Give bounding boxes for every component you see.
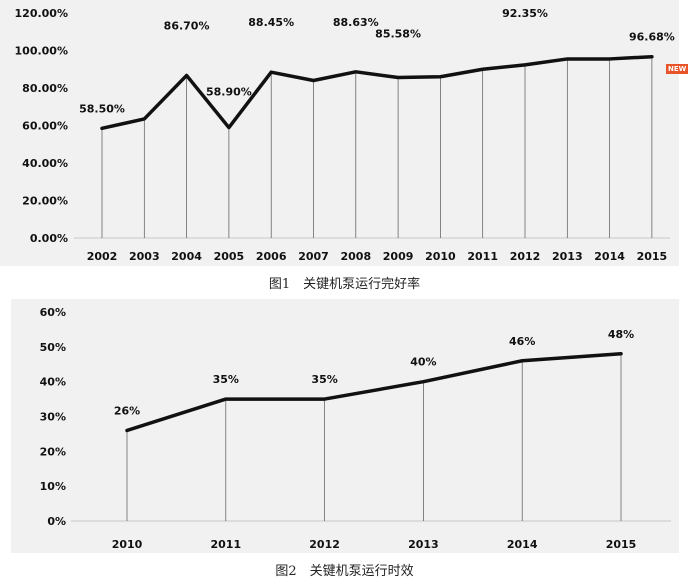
chart-1-x-tick-label: 2004	[171, 250, 202, 263]
chart-2-data-label: 40%	[410, 356, 436, 369]
chart-1-x-tick-label: 2015	[637, 250, 668, 263]
chart-1-y-tick-label: 60.00%	[22, 120, 68, 133]
chart-2-y-tick-label: 30%	[40, 411, 66, 424]
chart-1-panel: 0.00% 20.00% 40.00% 60.00% 80.00% 100.00% 120.…	[0, 0, 679, 266]
chart-2-data-label: 35%	[311, 373, 337, 386]
chart-2-y-tick-label: 10%	[40, 480, 66, 493]
chart-2-data-label: 35%	[213, 373, 239, 386]
chart-1-x-tick-label: 2013	[552, 250, 583, 263]
chart-1-y-tick-label: 20.00%	[22, 195, 68, 208]
chart-1-data-label: 86.70%	[164, 19, 210, 32]
chart-2-x-tick-label: 2010	[112, 538, 143, 551]
chart-1-x-tick-label: 2012	[510, 250, 541, 263]
chart-1-data-label: 96.68%	[629, 31, 675, 44]
chart-2-series-line	[125, 352, 623, 433]
chart-1-data-label: 58.50%	[79, 102, 125, 115]
chart-1-series-line	[100, 54, 654, 131]
chart-1-x-tick-label: 2005	[214, 250, 245, 263]
chart-2-data-label: 46%	[509, 335, 535, 348]
chart-2-y-tick-label: 0%	[47, 515, 66, 528]
chart-1-svg: 0.00% 20.00% 40.00% 60.00% 80.00% 100.00% 120.…	[15, 7, 675, 263]
chart-1-x-tick-label: 2007	[298, 250, 329, 263]
chart-1-y-tick-label: 100.00%	[15, 45, 68, 58]
chart-2-x-tick-label: 2012	[309, 538, 340, 551]
chart-2-data-label: 48%	[608, 328, 634, 341]
chart-1-data-label: 88.45%	[248, 16, 294, 29]
chart-1-x-tick-label: 2014	[594, 250, 625, 263]
chart-2-y-tick-label: 50%	[40, 341, 66, 354]
chart-1-caption: 图1 关键机泵运行完好率	[268, 277, 421, 292]
chart-1-data-label: 58.90%	[206, 86, 252, 99]
chart-2-svg: 0% 10% 20% 30% 40% 50% 60% 2010 2011 2012 2013 2014…	[40, 306, 671, 551]
chart-2-x-tick-label: 2011	[210, 538, 241, 551]
chart-1-data-label: 85.58%	[375, 28, 421, 41]
chart-1-x-tick-label: 2011	[467, 250, 498, 263]
chart-1-data-label: 88.63%	[333, 16, 379, 29]
chart-1-y-tick-label: 120.00%	[15, 7, 68, 20]
chart-2-y-tick-label: 20%	[40, 445, 66, 458]
chart-2-x-tick-label: 2013	[408, 538, 439, 551]
chart-1-data-label: 92.35%	[502, 7, 548, 20]
new-badge: NEW	[666, 64, 689, 74]
chart-2-y-tick-label: 60%	[40, 306, 66, 319]
chart-1-x-tick-label: 2010	[425, 250, 456, 263]
chart-1-x-tick-label: 2009	[383, 250, 414, 263]
chart-2-x-tick-label: 2014	[507, 538, 538, 551]
figure-2: 0% 10% 20% 30% 40% 50% 60% 2010 2011 2012 2013 2014…	[0, 295, 689, 581]
chart-2-x-tick-label: 2015	[606, 538, 637, 551]
chart-1-x-tick-label: 2008	[340, 250, 371, 263]
chart-1-y-tick-label: 80.00%	[22, 82, 68, 95]
chart-2-y-tick-label: 40%	[40, 376, 66, 389]
chart-1-x-tick-label: 2003	[129, 250, 160, 263]
chart-2-panel: 0% 10% 20% 30% 40% 50% 60% 2010 2011 2012 2013 2014…	[11, 299, 679, 553]
chart-2-data-label: 26%	[114, 404, 140, 417]
chart-1-x-tick-label: 2002	[87, 250, 118, 263]
chart-2-caption: 图2 关键机泵运行时效	[275, 564, 414, 579]
figure-1: 0.00% 20.00% 40.00% 60.00% 80.00% 100.00% 120.…	[0, 0, 689, 292]
chart-1-y-tick-label: 0.00%	[30, 232, 68, 245]
chart-1-y-tick-label: 40.00%	[22, 157, 68, 170]
chart-1-x-tick-label: 2006	[256, 250, 287, 263]
